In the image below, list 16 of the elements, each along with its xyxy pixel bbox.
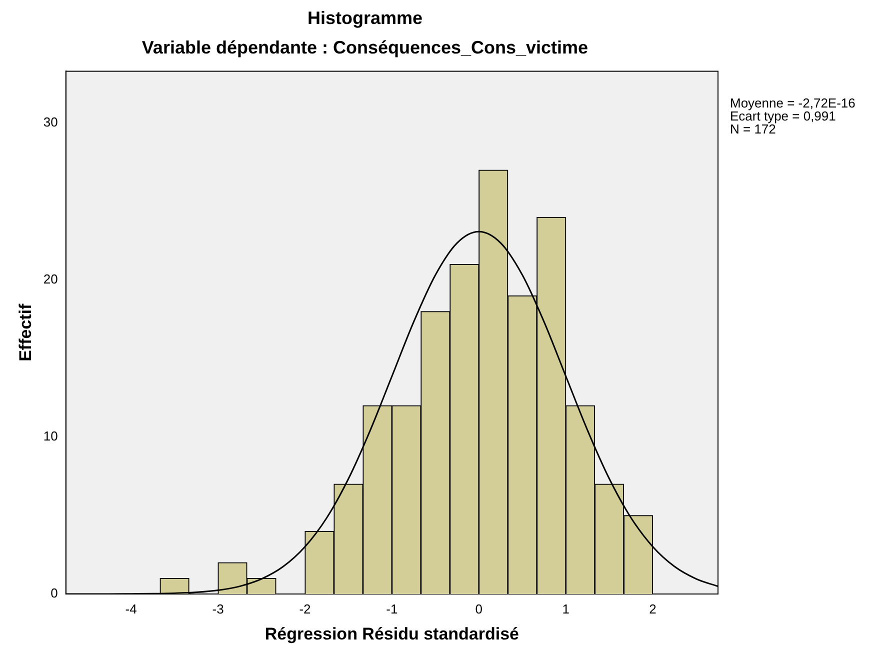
y-tick-label: 0: [50, 586, 58, 601]
x-tick-label: 2: [649, 601, 656, 616]
x-tick-label: 0: [475, 601, 482, 616]
x-tick-label: -4: [125, 601, 137, 616]
chart-subtitle: Variable dépendante : Conséquences_Cons_victime: [142, 37, 588, 58]
chart-title: Histogramme: [307, 8, 423, 28]
y-axis-title: Effectif: [16, 303, 35, 362]
y-tick-label: 20: [43, 272, 58, 287]
text: Moyenne = -2,72E-16: [730, 95, 856, 110]
x-tick-label: 1: [562, 601, 570, 616]
x-axis-title: Régression Résidu standardisé: [264, 624, 519, 644]
x-tick-label: -2: [299, 601, 311, 616]
y-tick-label: 10: [43, 428, 58, 444]
y-tick-label: 30: [43, 114, 58, 130]
x-tick-label: -1: [386, 601, 398, 616]
x-tick-label: -3: [212, 601, 224, 616]
